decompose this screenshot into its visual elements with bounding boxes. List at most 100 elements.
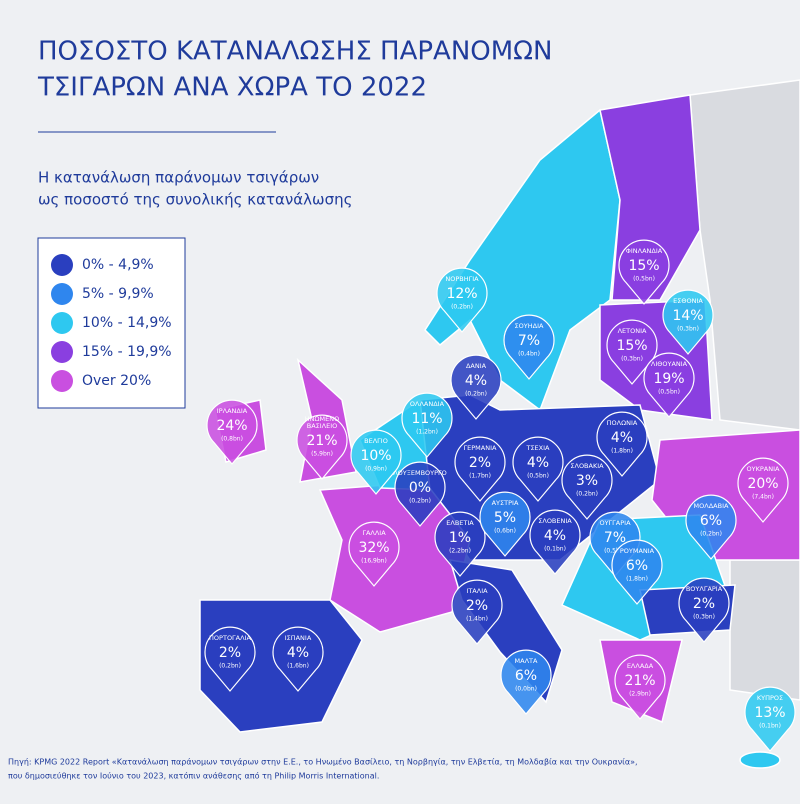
pin-country: ΛΕΤΟΝΙΑ [618, 327, 647, 335]
pin-volume: (0,9bn) [365, 466, 387, 473]
legend-label: 15% - 19,9% [82, 344, 172, 360]
pin-share: 15% [628, 258, 659, 274]
pin-volume: (16,9bn) [361, 558, 387, 565]
pin-share: 2% [466, 598, 488, 614]
title: ΤΣΙΓΑΡΩΝ ΑΝΑ ΧΩΡΑ ΤΟ 2022 [37, 73, 427, 103]
subtitle: Η κατανάλωση παράνομων τσιγάρων [38, 169, 319, 187]
pin-share: 21% [624, 673, 655, 689]
pin-country: ΡΟΥΜΑΝΙΑ [620, 547, 655, 555]
pin-shape [503, 314, 555, 380]
pin-country: ΚΥΠΡΟΣ [757, 694, 783, 702]
pin-share: 2% [693, 596, 715, 612]
pin-shape [529, 509, 581, 575]
pin-volume: (0,1bn) [759, 723, 781, 730]
pin-volume: (0,2bn) [700, 531, 722, 538]
pin-share: 7% [518, 333, 540, 349]
pin: ΦΙΝΛΑΝΔΙΑ 15% (0,5bn) [618, 239, 670, 305]
pin-share: 3% [576, 473, 598, 489]
pin-shape [561, 454, 613, 520]
pin-country: ΜΑΛΤΑ [515, 657, 538, 665]
title: ΠΟΣΟΣΤΟ ΚΑΤΑΝΑΛΩΣΗΣ ΠΑΡΑΝΟΜΩΝ [38, 37, 552, 67]
pin-volume: (0,5bn) [604, 548, 626, 555]
pin-shape [454, 436, 506, 502]
pin-country: ΟΥΚΡΑΝΙΑ [747, 465, 780, 473]
pin-share: 14% [672, 308, 703, 324]
pin: ΛΙΘΟΥΑΝΙΑ 19% (0,5bn) [643, 352, 695, 418]
pin-volume: (1,8bn) [626, 576, 648, 583]
pin-share: 24% [216, 418, 247, 434]
pin: ΙΡΛΑΝΔΙΑ 24% (0,8bn) [206, 399, 258, 465]
pin-share: 32% [358, 540, 389, 556]
pin-volume: (0,5bn) [527, 473, 549, 480]
pin-country: ΣΛΟΒΑΚΙΑ [570, 462, 604, 470]
pin-shape [401, 392, 453, 458]
subtitle: ως ποσοστό της συνολικής κατανάλωσης [38, 191, 352, 209]
pin: ΜΟΛΔΑΒΙΑ 6% (0,2bn) [685, 494, 737, 560]
pin-country: ΙΤΑΛΙΑ [466, 587, 488, 595]
pin-volume: (1,8bn) [611, 448, 633, 455]
pin-share: 11% [411, 411, 442, 427]
pin-share: 12% [446, 286, 477, 302]
pin-volume: (1,7bn) [469, 473, 491, 480]
legend-swatch [51, 254, 73, 276]
pin: ΒΟΥΛΓΑΡΙΑ 2% (0,3bn) [678, 577, 730, 643]
pin-share: 4% [527, 455, 549, 471]
pin-shape [643, 352, 695, 418]
pin-share: 6% [700, 513, 722, 529]
pin-shape [434, 511, 486, 577]
pin: ΔΑΝΙΑ 4% (0,2bn) [450, 354, 502, 420]
pin-shape [451, 579, 503, 645]
pin-country: ΤΣΕΧΙΑ [525, 444, 550, 452]
pin: ΣΟΥΗΔΙΑ 7% (0,4bn) [503, 314, 555, 380]
pin: ΠΟΡΤΟΓΑΛΙΑ 2% (0,2bn) [204, 626, 256, 692]
pin-volume: (0,3bn) [693, 614, 715, 621]
pin-share: 5% [494, 510, 516, 526]
pin-shape [296, 414, 348, 480]
pin-country: ΛΙΘΟΥΑΝΙΑ [651, 360, 688, 368]
pin: ΝΟΡΒΗΓΙΑ 12% (0,2bn) [436, 267, 488, 333]
pin: ΙΤΑΛΙΑ 2% (1,4bn) [451, 579, 503, 645]
pin: ΡΟΥΜΑΝΙΑ 6% (1,8bn) [611, 539, 663, 605]
pin: ΤΣΕΧΙΑ 4% (0,5bn) [512, 436, 564, 502]
pin: ΓΕΡΜΑΝΙΑ 2% (1,7bn) [454, 436, 506, 502]
legend-swatch [51, 341, 73, 363]
pin-volume: (0,0bn) [515, 686, 537, 693]
pin-country: ΒΑΣΙΛΕΙΟ [307, 422, 338, 430]
pin-shape [744, 686, 796, 752]
pin-shape [512, 436, 564, 502]
pin-share: 15% [616, 338, 647, 354]
pin-country: ΛΟΥΞΕΜΒΟΥΡΓΟ [393, 469, 447, 477]
pin-volume: (0,3bn) [621, 356, 643, 363]
pin-country: ΕΛΛΑΔΑ [627, 662, 654, 670]
pin-volume: (0,2bn) [409, 498, 431, 505]
pin-country: ΙΡΛΑΝΔΙΑ [217, 407, 248, 415]
pin-volume: (2,9bn) [629, 691, 651, 698]
pin-volume: (7,4bn) [752, 494, 774, 501]
pin-volume: (0,3bn) [677, 326, 699, 333]
pin-shape [685, 494, 737, 560]
pin-share: 20% [747, 476, 778, 492]
pin-shape [450, 354, 502, 420]
pin-shape [350, 429, 402, 495]
pin-share: 1% [449, 530, 471, 546]
pin: ΓΑΛΛΙΑ 32% (16,9bn) [348, 521, 400, 587]
pin: ΑΥΣΤΡΙΑ 5% (0,6bn) [479, 491, 531, 557]
pin: ΕΛΒΕΤΙΑ 1% (2,2bn) [434, 511, 486, 577]
pin-volume: (2,2bn) [449, 548, 471, 555]
pin-country: ΝΟΡΒΗΓΙΑ [445, 275, 479, 283]
pin-share: 6% [515, 668, 537, 684]
pin-country: ΓΕΡΜΑΝΙΑ [464, 444, 497, 452]
pin-country: ΗΝΩΜΕΝΟ [305, 415, 339, 423]
pin-shape [662, 289, 714, 355]
pin: ΣΛΟΒΑΚΙΑ 3% (0,2bn) [561, 454, 613, 520]
pin-share: 13% [754, 705, 785, 721]
pin-volume: (0,2bn) [451, 304, 473, 311]
pin-shape [596, 411, 648, 477]
pin-shape [436, 267, 488, 333]
pin: ΛΕΤΟΝΙΑ 15% (0,3bn) [606, 319, 658, 385]
pin: ΜΑΛΤΑ 6% (0,0bn) [500, 649, 552, 715]
pin-country: ΔΑΝΙΑ [466, 362, 487, 370]
pin: ΒΕΛΓΙΟ 10% (0,9bn) [350, 429, 402, 495]
